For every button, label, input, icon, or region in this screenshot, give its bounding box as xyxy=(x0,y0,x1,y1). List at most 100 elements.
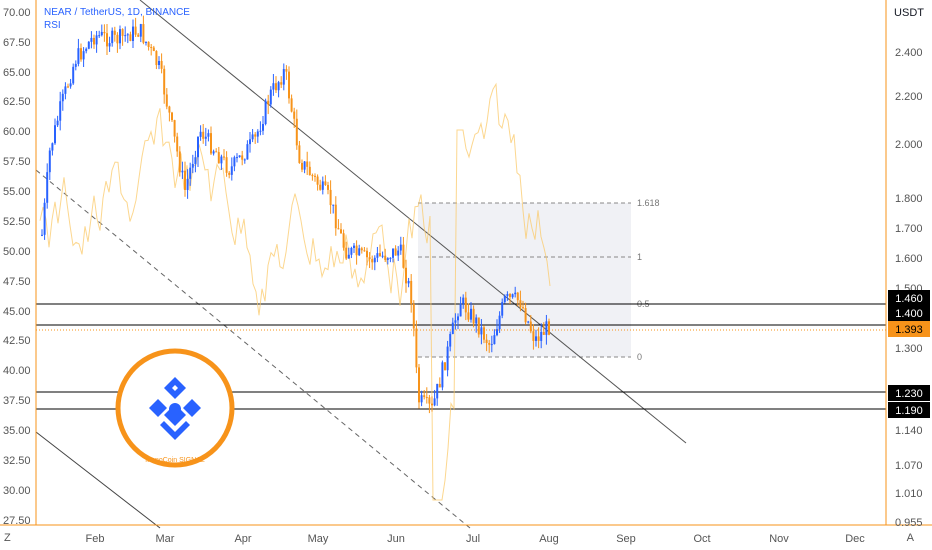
candle-body xyxy=(202,131,205,139)
candle-body xyxy=(358,248,361,256)
left-tick-label: 45.00 xyxy=(3,306,31,318)
candle-body xyxy=(438,383,441,388)
candle-body xyxy=(223,156,225,158)
candle-body xyxy=(241,155,244,160)
candle-body xyxy=(519,300,522,308)
candle-body xyxy=(204,136,207,139)
candle-body xyxy=(199,131,202,137)
currency-label[interactable]: USDT xyxy=(892,7,926,19)
fib-label-1: 1 xyxy=(637,252,642,262)
monocoin-logo: MonoCoin SIGNAL xyxy=(115,348,235,468)
candle-body xyxy=(353,245,355,248)
candle-body xyxy=(267,100,270,105)
candle-body xyxy=(163,68,166,95)
candle-body xyxy=(371,259,374,263)
right-tick-label: 2.000 xyxy=(895,139,923,151)
candle-body xyxy=(181,170,184,173)
symbol-title[interactable]: NEAR / TetherUS, 1D, BINANCE xyxy=(44,7,190,18)
right-tick-label: 1.140 xyxy=(895,425,923,437)
candle-body xyxy=(386,258,389,260)
candle-body xyxy=(425,397,428,399)
indicator-label[interactable]: RSI xyxy=(44,20,61,31)
candle-body xyxy=(306,161,309,167)
candle-body xyxy=(340,229,342,234)
candle-body xyxy=(217,152,220,164)
candle-body xyxy=(178,151,181,173)
candle-body xyxy=(477,317,480,335)
candle-body xyxy=(527,321,530,323)
candle-body xyxy=(464,297,467,313)
x-tick-label: Apr xyxy=(234,533,251,545)
channel-lower-dashed[interactable] xyxy=(35,169,471,529)
candle-body xyxy=(355,245,358,256)
candle-body xyxy=(186,178,189,190)
candles[interactable] xyxy=(41,15,550,414)
candle-body xyxy=(176,136,179,152)
candle-body xyxy=(230,166,233,175)
candle-body xyxy=(246,144,249,160)
candle-body xyxy=(77,48,80,64)
candle-body xyxy=(225,157,228,173)
candle-body xyxy=(93,37,95,45)
candle-body xyxy=(498,315,501,330)
candle-body xyxy=(147,41,150,47)
trend-lines[interactable] xyxy=(35,0,687,529)
candle-body xyxy=(85,48,88,52)
candle-body xyxy=(264,100,267,125)
candle-body xyxy=(337,228,340,230)
candle-body xyxy=(46,172,49,203)
price-tag-label: 1.230 xyxy=(895,388,923,400)
candle-body xyxy=(103,31,106,34)
left-tick-label: 60.00 xyxy=(3,126,31,138)
candle-body xyxy=(490,344,493,346)
candle-body xyxy=(410,280,413,304)
candle-body xyxy=(327,184,329,190)
right-tick-label: 1.600 xyxy=(895,253,923,265)
candle-body xyxy=(537,336,540,341)
candle-body xyxy=(72,66,75,84)
candle-body xyxy=(373,257,376,263)
candle-body xyxy=(116,34,119,44)
right-tick-label: 1.010 xyxy=(895,488,923,500)
price-tag-label: 1.400 xyxy=(895,308,923,320)
candle-body xyxy=(215,151,218,153)
x-tick-label: Jun xyxy=(387,533,405,545)
rsi-polyline xyxy=(39,82,551,501)
price-tag-bg xyxy=(888,402,930,418)
candle-body xyxy=(80,48,82,60)
candle-body xyxy=(324,181,327,185)
candle-body xyxy=(126,34,129,36)
candle-body xyxy=(238,155,241,158)
candle-body xyxy=(509,294,511,298)
candle-body xyxy=(467,312,470,320)
candle-body xyxy=(290,98,293,112)
price-tag-label: 1.460 xyxy=(895,293,923,305)
x-tick-label: May xyxy=(308,533,329,545)
lower-trendline[interactable] xyxy=(35,431,161,529)
candle-body xyxy=(501,302,504,316)
candle-body xyxy=(134,26,137,35)
left-tick-label: 50.00 xyxy=(3,246,31,258)
auto-scale-button[interactable]: A xyxy=(906,532,914,544)
x-tick-label: Oct xyxy=(693,533,710,545)
descending-trendline[interactable] xyxy=(139,0,687,444)
right-tick-label: 2.200 xyxy=(895,91,923,103)
candle-body xyxy=(384,255,387,260)
candle-body xyxy=(194,157,197,164)
left-tick-label: 40.00 xyxy=(3,365,31,377)
candle-body xyxy=(129,34,132,41)
candle-body xyxy=(168,106,171,113)
candle-body xyxy=(493,335,496,345)
candle-body xyxy=(423,395,426,398)
candle-body xyxy=(106,33,108,47)
candle-body xyxy=(132,26,134,41)
x-axis-ticks: Feb Mar Apr May Jun Jul Aug Sep Oct Nov Dec xyxy=(86,533,866,545)
left-tick-label: 62.50 xyxy=(3,96,31,108)
candle-body xyxy=(412,303,415,329)
candle-body xyxy=(483,327,485,340)
zoom-button[interactable]: Z xyxy=(4,532,11,544)
candle-body xyxy=(363,250,366,252)
candle-body xyxy=(472,308,475,324)
candle-body xyxy=(173,120,176,137)
